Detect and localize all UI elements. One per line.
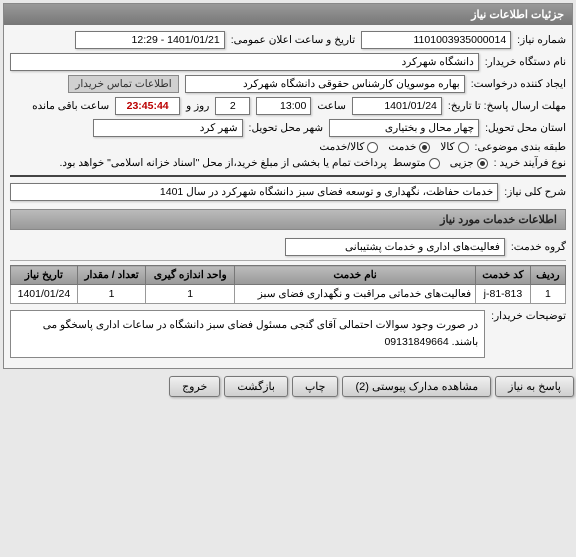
attachments-button[interactable]: مشاهده مدارک پیوستی (2) (342, 376, 491, 397)
contact-info-box[interactable]: اطلاعات تماس خریدار (68, 75, 178, 93)
back-button[interactable]: بازگشت (224, 376, 288, 397)
th-date: تاریخ نیاز (11, 266, 78, 285)
days-left: 2 (215, 97, 250, 115)
deadline-time: 13:00 (256, 97, 311, 115)
td-unit: 1 (146, 285, 235, 304)
desc-label: شرح کلی نیاز: (504, 186, 566, 198)
thin-divider (10, 260, 566, 261)
services-table: ردیف کد خدمت نام خدمت واحد اندازه گیری ت… (10, 265, 566, 304)
td-code: j-81-813 (476, 285, 531, 304)
province-label: استان محل تحویل: (485, 122, 566, 134)
buyer-note: در صورت وجود سوالات احتمالی آقای گنجی مس… (10, 310, 485, 358)
td-name: فعالیت‌های خدماتی مراقبت و نگهداری فضای … (235, 285, 476, 304)
process-opt-motavaset[interactable]: متوسط (393, 157, 440, 169)
services-section: اطلاعات خدمات مورد نیاز (10, 209, 566, 230)
process-note: پرداخت تمام یا بخشی از مبلغ خرید،از محل … (10, 157, 387, 169)
class-opt-kalakhadmat[interactable]: کالا/خدمت (319, 141, 378, 153)
radio-icon (429, 158, 440, 169)
process-radio-group: جزیی متوسط (393, 157, 488, 169)
desc-value: خدمات حفاظت، نگهداری و توسعه فضای سبز دا… (10, 183, 498, 201)
class-opt-khadmat[interactable]: خدمت (388, 141, 430, 153)
niaz-number-label: شماره نیاز: (517, 34, 566, 46)
th-name: نام خدمت (235, 266, 476, 285)
province-value: چهار محال و بختیاری (329, 119, 479, 137)
creator-value: بهاره موسویان کارشناس حقوقی دانشگاه شهرک… (185, 75, 465, 93)
class-opt-kala[interactable]: کالا (440, 141, 468, 153)
services-header: اطلاعات خدمات مورد نیاز (10, 209, 566, 230)
panel-body: شماره نیاز: 1101003935000014 تاریخ و ساع… (4, 25, 572, 368)
group-value: فعالیت‌های اداری و خدمات پشتیبانی (285, 238, 505, 256)
td-row: 1 (530, 285, 565, 304)
creator-label: ایجاد کننده درخواست: (471, 78, 566, 90)
print-button[interactable]: چاپ (292, 376, 339, 397)
process-opt-jozi-label: جزیی (450, 157, 474, 169)
group-label: گروه خدمت: (511, 241, 566, 253)
class-opt-kala-label: کالا (440, 141, 454, 153)
th-row: ردیف (530, 266, 565, 285)
divider (10, 175, 566, 177)
time-label-1: ساعت (317, 100, 346, 112)
buyer-label: نام دستگاه خریدار: (485, 56, 566, 68)
process-label: نوع فرآیند خرید : (494, 157, 566, 169)
table-row: 1 j-81-813 فعالیت‌های خدماتی مراقبت و نگ… (11, 285, 566, 304)
class-opt-khadmat-label: خدمت (388, 141, 416, 153)
button-bar: پاسخ به نیاز مشاهده مدارک پیوستی (2) چاپ… (0, 372, 576, 401)
reply-button[interactable]: پاسخ به نیاز (495, 376, 574, 397)
exit-button[interactable]: خروج (169, 376, 220, 397)
remaining-label: ساعت باقی مانده (32, 100, 109, 112)
td-date: 1401/01/24 (11, 285, 78, 304)
deadline-date: 1401/01/24 (352, 97, 442, 115)
class-radio-group: کالا خدمت کالا/خدمت (319, 141, 468, 153)
city-label: شهر محل تحویل: (249, 122, 324, 134)
panel-title: جزئیات اطلاعات نیاز (4, 4, 572, 25)
niaz-number-value: 1101003935000014 (361, 31, 511, 49)
th-code: کد خدمت (476, 266, 531, 285)
announce-label: تاریخ و ساعت اعلان عمومی: (231, 34, 355, 46)
day-label: روز و (186, 100, 209, 112)
td-qty: 1 (77, 285, 146, 304)
process-opt-motavaset-label: متوسط (393, 157, 426, 169)
table-header-row: ردیف کد خدمت نام خدمت واحد اندازه گیری ت… (11, 266, 566, 285)
class-opt-kalakhadmat-label: کالا/خدمت (319, 141, 364, 153)
radio-icon (367, 142, 378, 153)
buyer-note-label: توضیحات خریدار: (491, 310, 566, 322)
th-qty: تعداد / مقدار (77, 266, 146, 285)
radio-icon (419, 142, 430, 153)
buyer-value: دانشگاه شهرکرد (10, 53, 479, 71)
process-opt-jozi[interactable]: جزیی (450, 157, 488, 169)
city-value: شهر کرد (93, 119, 243, 137)
deadline-label: مهلت ارسال پاسخ: تا تاریخ: (448, 100, 566, 112)
radio-icon (477, 158, 488, 169)
th-unit: واحد اندازه گیری (146, 266, 235, 285)
time-remaining: 23:45:44 (115, 97, 180, 115)
announce-value: 1401/01/21 - 12:29 (75, 31, 225, 49)
details-panel: جزئیات اطلاعات نیاز شماره نیاز: 11010039… (3, 3, 573, 369)
class-label: طبقه بندی موضوعی: (475, 141, 566, 153)
radio-icon (458, 142, 469, 153)
